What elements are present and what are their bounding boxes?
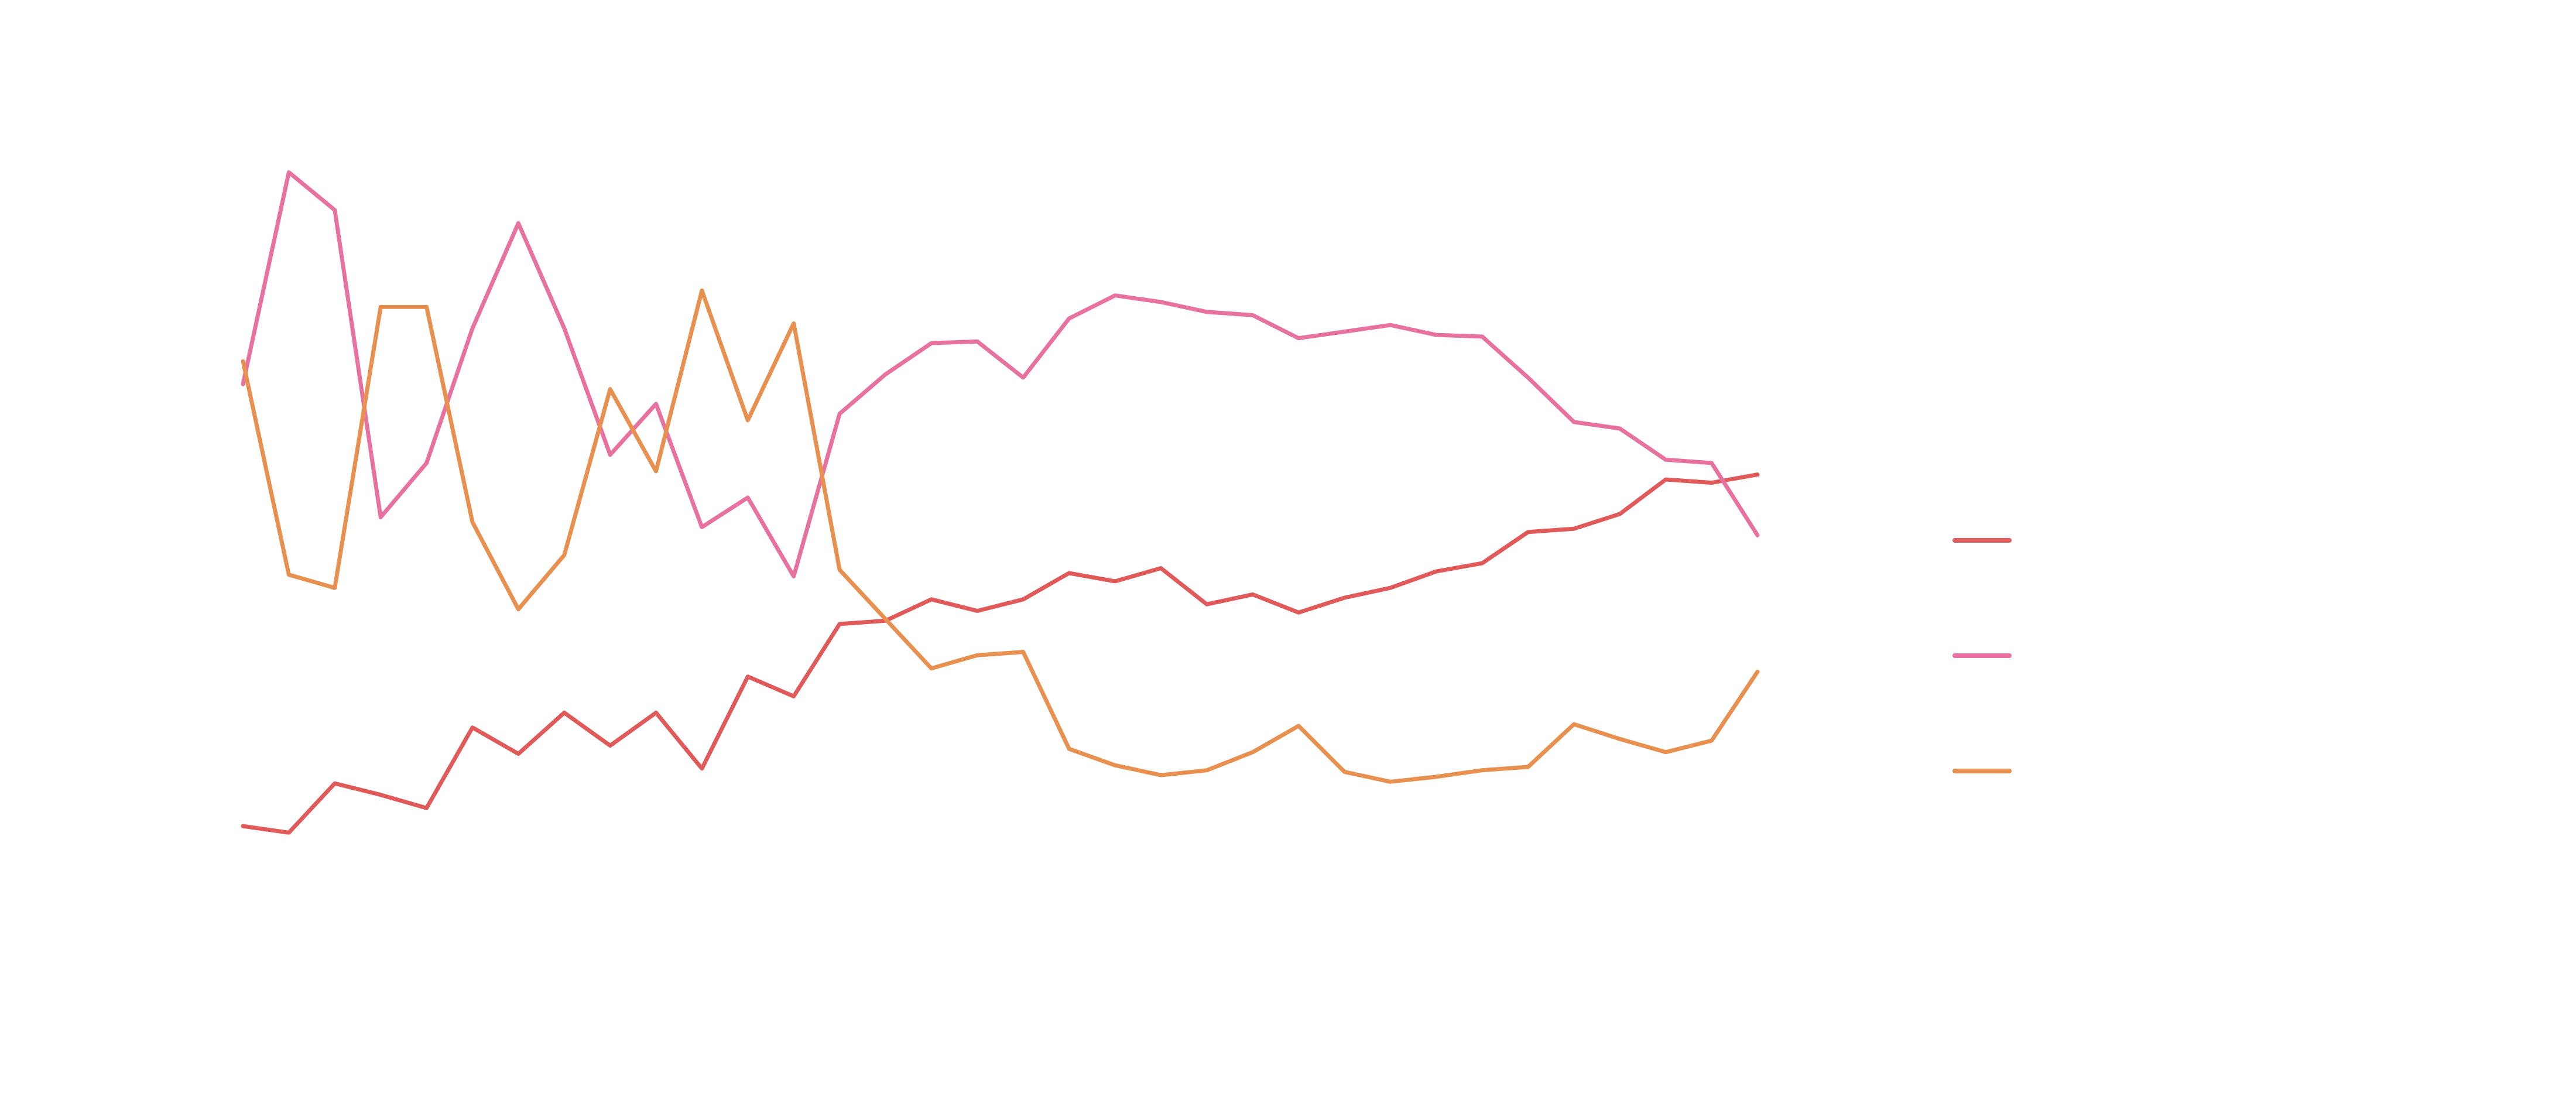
series-line xyxy=(241,170,1760,578)
series-line xyxy=(241,472,1760,835)
series-line xyxy=(241,288,1760,784)
